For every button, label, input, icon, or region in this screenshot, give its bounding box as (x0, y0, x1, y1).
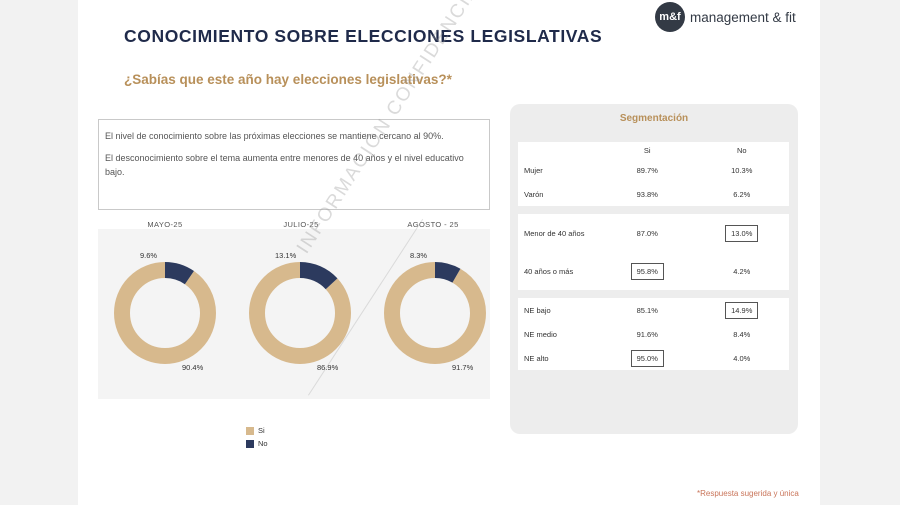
value-no: 13.0% (725, 224, 759, 242)
pie-title-julio: JULIO-25 (283, 220, 319, 229)
group-gap (518, 206, 789, 214)
donut-1-label-no: 13.1% (275, 251, 297, 260)
value-no: 8.4% (733, 329, 751, 339)
row-label: 40 años o más (518, 252, 600, 290)
header-no: No (694, 142, 789, 158)
donut-0-label-no: 9.6% (140, 251, 157, 260)
donut-2-slice-no (384, 262, 486, 364)
donut-charts: 9.6% 90.4% 13.1% 86.9% 8.3% 91.7% (114, 251, 486, 372)
value-si: 85.1% (636, 305, 658, 315)
brand-logo: m&f management & fit (655, 2, 796, 32)
cell-si: 89.7% (600, 158, 695, 182)
donut-2-slice-si (384, 262, 486, 364)
table-row: Mujer 89.7% 10.3% (518, 158, 789, 182)
value-no: 6.2% (733, 189, 751, 199)
value-si: 91.6% (636, 329, 658, 339)
value-si: 95.0% (630, 349, 664, 367)
cell-si: 93.8% (600, 182, 695, 206)
segmentation-panel: Segmentación Si No Mujer 89.7% 10.3% Varón 9… (510, 104, 798, 434)
table-header-row: Si No (518, 142, 789, 158)
legend-label-si: Si (258, 426, 265, 435)
pie-title-mayo: MAYO-25 (147, 220, 183, 229)
value-si: 87.0% (636, 228, 658, 238)
donut-0-slice-no (114, 262, 216, 364)
summary-line-2: El desconocimiento sobre el tema aumenta… (105, 153, 464, 177)
footnote: *Respuesta sugerida y única (697, 489, 799, 498)
question-subtitle: ¿Sabías que este año hay elecciones legi… (124, 72, 452, 87)
donut-2-label-no: 8.3% (410, 251, 427, 260)
table-row: 40 años o más 95.8% 4.2% (518, 252, 789, 290)
header-empty (518, 142, 600, 158)
value-no: 4.0% (733, 353, 751, 363)
segmentation-title: Segmentación (619, 113, 689, 124)
row-label: NE alto (518, 346, 600, 370)
donut-1-slice-no (249, 262, 351, 364)
cell-si: 95.0% (600, 346, 695, 370)
donut-0-label-si: 90.4% (182, 363, 204, 372)
legend-item-no: No (246, 437, 268, 450)
table-row: Menor de 40 años 87.0% 13.0% (518, 214, 789, 252)
value-no: 10.3% (731, 165, 753, 175)
cell-no: 13.0% (694, 214, 789, 252)
page-title: CONOCIMIENTO SOBRE ELECCIONES LEGISLATIV… (124, 26, 603, 46)
logo-mark: m&f (655, 2, 685, 32)
value-si: 89.7% (636, 165, 658, 175)
group-gap (518, 290, 789, 298)
summary-line-1: El nivel de conocimiento sobre las próxi… (105, 131, 444, 141)
legend-item-si: Si (246, 424, 268, 437)
legend-swatch-si (246, 426, 254, 435)
cell-no: 10.3% (694, 158, 789, 182)
value-si: 95.8% (630, 262, 664, 280)
row-label: NE medio (518, 322, 600, 346)
row-label: Menor de 40 años (518, 214, 600, 252)
cell-no: 14.9% (694, 298, 789, 322)
cell-si: 85.1% (600, 298, 695, 322)
summary-box: El nivel de conocimiento sobre las próxi… (98, 119, 490, 210)
value-no: 4.2% (733, 266, 751, 276)
header-si: Si (600, 142, 695, 158)
cell-si: 91.6% (600, 322, 695, 346)
segmentation-table: Si No Mujer 89.7% 10.3% Varón 93.8% 6.2% Menor… (518, 142, 789, 370)
value-no: 14.9% (725, 301, 759, 319)
row-label: Mujer (518, 158, 600, 182)
table-row: NE medio 91.6% 8.4% (518, 322, 789, 346)
cell-no: 4.2% (694, 252, 789, 290)
cell-no: 6.2% (694, 182, 789, 206)
table-row: NE bajo 85.1% 14.9% (518, 298, 789, 322)
table-row: Varón 93.8% 6.2% (518, 182, 789, 206)
donut-1-label-si: 86.9% (317, 363, 339, 372)
legend-label-no: No (258, 439, 268, 448)
logo-text: management & fit (690, 9, 796, 25)
value-si: 93.8% (636, 189, 658, 199)
pie-title-agosto: AGOSTO - 25 (407, 220, 459, 229)
table-row: NE alto 95.0% 4.0% (518, 346, 789, 370)
chart-legend: Si No (246, 424, 268, 450)
donut-2-label-si: 91.7% (452, 363, 474, 372)
donut-0-slice-si (114, 262, 216, 364)
cell-si: 95.8% (600, 252, 695, 290)
row-label: NE bajo (518, 298, 600, 322)
slide: CONOCIMIENTO SOBRE ELECCIONES LEGISLATIV… (78, 0, 820, 505)
cell-no: 4.0% (694, 346, 789, 370)
cell-si: 87.0% (600, 214, 695, 252)
row-label: Varón (518, 182, 600, 206)
legend-swatch-no (246, 439, 254, 448)
donut-charts-area: 9.6% 90.4% 13.1% 86.9% 8.3% 91.7% (98, 229, 490, 399)
cell-no: 8.4% (694, 322, 789, 346)
